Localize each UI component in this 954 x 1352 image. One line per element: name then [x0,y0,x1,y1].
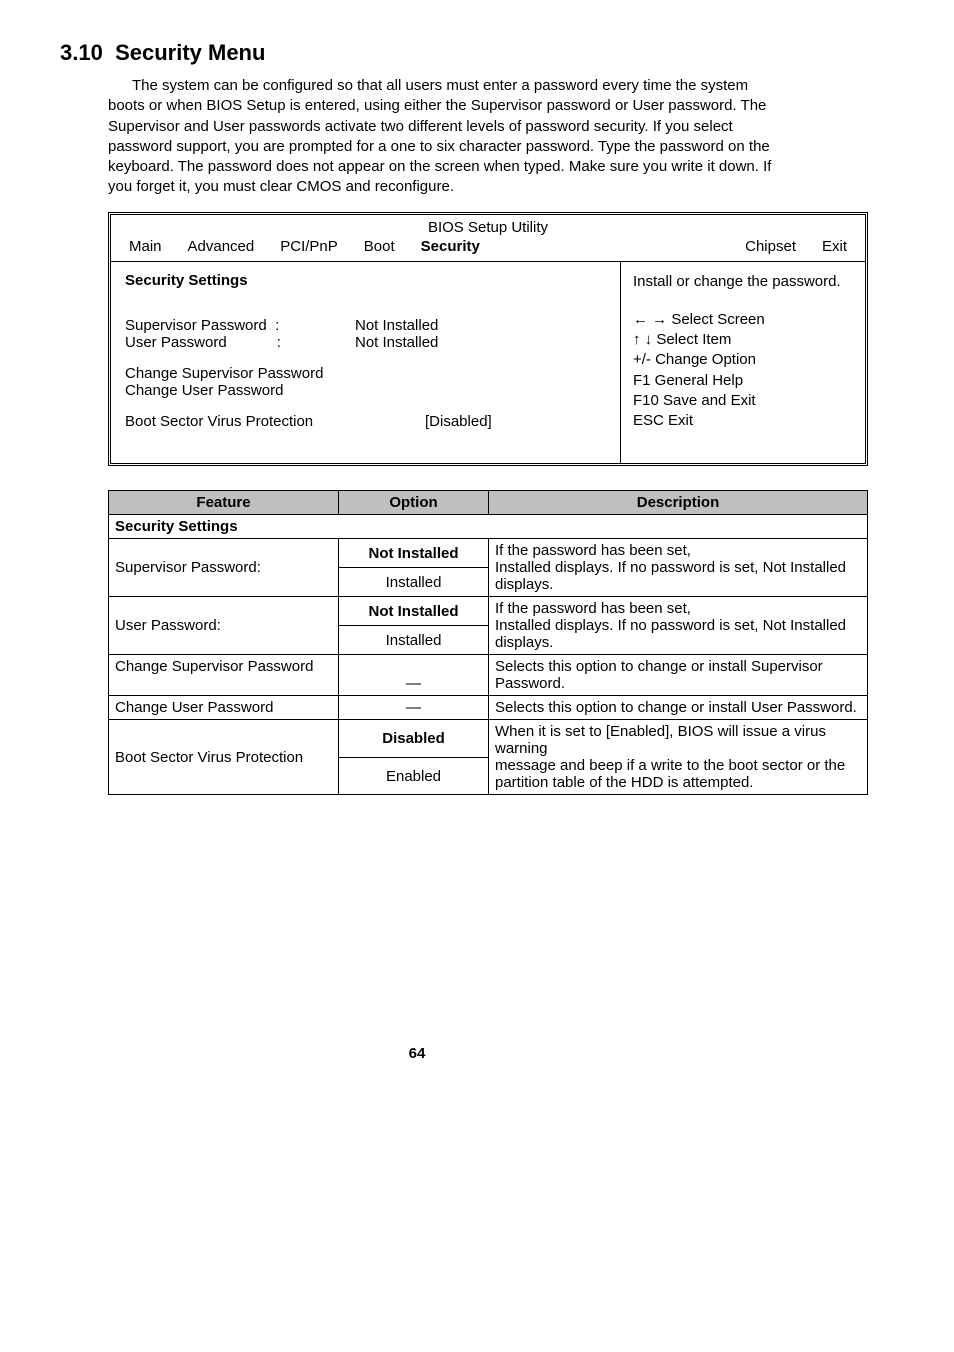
bios-setup-box: BIOS Setup Utility Main Advanced PCI/PnP… [108,212,868,467]
bios-menu-item: Exit [822,238,847,255]
option-cell: — [339,655,489,696]
feature-cell: Boot Sector Virus Protection [109,720,339,795]
bios-title: BIOS Setup Utility [111,215,865,236]
feature-cell: Change Supervisor Password [109,655,339,696]
bios-plain-row: Change Supervisor Password [125,365,606,382]
bios-left-heading: Security Settings [125,272,606,289]
bios-menu-item-active: Security [421,238,480,255]
help-line: F10 Save and Exit [633,391,853,411]
bios-menu-item: Boot [364,238,395,255]
feature-cell: User Password: [109,597,339,655]
bios-body: Security Settings Supervisor Password : … [111,262,865,464]
spacer [506,238,719,255]
table-row: Change User Password — Selects this opti… [109,696,868,720]
bios-row-value: Not Installed [355,334,438,351]
table-row: Supervisor Password: Not Installed If th… [109,539,868,568]
table-subheader: Security Settings [109,515,868,539]
bios-option-row: Boot Sector Virus Protection [Disabled] [125,413,606,430]
bios-menu-item: Chipset [745,238,796,255]
intro-paragraph: The system can be configured so that all… [108,76,774,198]
section-heading: 3.10 Security Menu [60,40,774,76]
bios-help-keys: ← → Select Screen ↑ ↓ Select Item +/- Ch… [633,310,853,432]
desc-cell: Selects this option to change or install… [489,696,868,720]
bios-plain-row: Change User Password [125,382,606,399]
bios-left-pane: Security Settings Supervisor Password : … [111,262,621,464]
help-line: +/- Change Option [633,350,853,370]
bios-help-top: Install or change the password. [633,272,853,292]
colon: : [277,334,281,351]
desc-cell: When it is set to [Enabled], BIOS will i… [489,720,868,795]
desc-cell: If the password has been set, Installed … [489,539,868,597]
desc-cell: If the password has been set, Installed … [489,597,868,655]
option-cell: Disabled [339,720,489,758]
table-row: User Password: Not Installed If the pass… [109,597,868,626]
bios-row-value: Not Installed [355,317,438,334]
help-line: F1 General Help [633,371,853,391]
option-cell: Installed [339,568,489,597]
help-line: ↑ ↓ Select Item [633,330,853,350]
table-header: Description [489,491,868,515]
colon: : [275,317,279,334]
feature-cell: Change User Password [109,696,339,720]
bios-menu-bar: Main Advanced PCI/PnP Boot Security Chip… [111,236,865,261]
table-row: Boot Sector Virus Protection Disabled Wh… [109,720,868,758]
feature-table: Feature Option Description Security Sett… [108,490,868,795]
option-cell: Enabled [339,757,489,795]
table-header: Feature [109,491,339,515]
bios-right-pane: Install or change the password. ← → Sele… [621,262,865,464]
option-cell: Not Installed [339,539,489,568]
option-cell: Installed [339,626,489,655]
bios-row-label: User Password [125,334,227,351]
section-number: 3.10 [60,40,103,65]
bios-row: User Password : Not Installed [125,334,606,351]
bios-option-label: Boot Sector Virus Protection [125,413,425,430]
bios-menu-item: Advanced [188,238,255,255]
help-line: ← → Select Screen [633,310,853,330]
table-header-row: Feature Option Description [109,491,868,515]
section-title: Security Menu [115,40,265,65]
bios-option-value: [Disabled] [425,413,492,430]
page-number: 64 [60,1045,774,1062]
option-cell: — [339,696,489,720]
bios-row: Supervisor Password : Not Installed [125,317,606,334]
help-line: ESC Exit [633,411,853,431]
table-subheader-row: Security Settings [109,515,868,539]
option-cell: Not Installed [339,597,489,626]
feature-cell: Supervisor Password: [109,539,339,597]
bios-menu-item: PCI/PnP [280,238,338,255]
bios-menu-item: Main [129,238,162,255]
table-header: Option [339,491,489,515]
desc-cell: Selects this option to change or install… [489,655,868,696]
table-row: Change Supervisor Password — Selects thi… [109,655,868,696]
bios-row-label: Supervisor Password [125,317,267,334]
